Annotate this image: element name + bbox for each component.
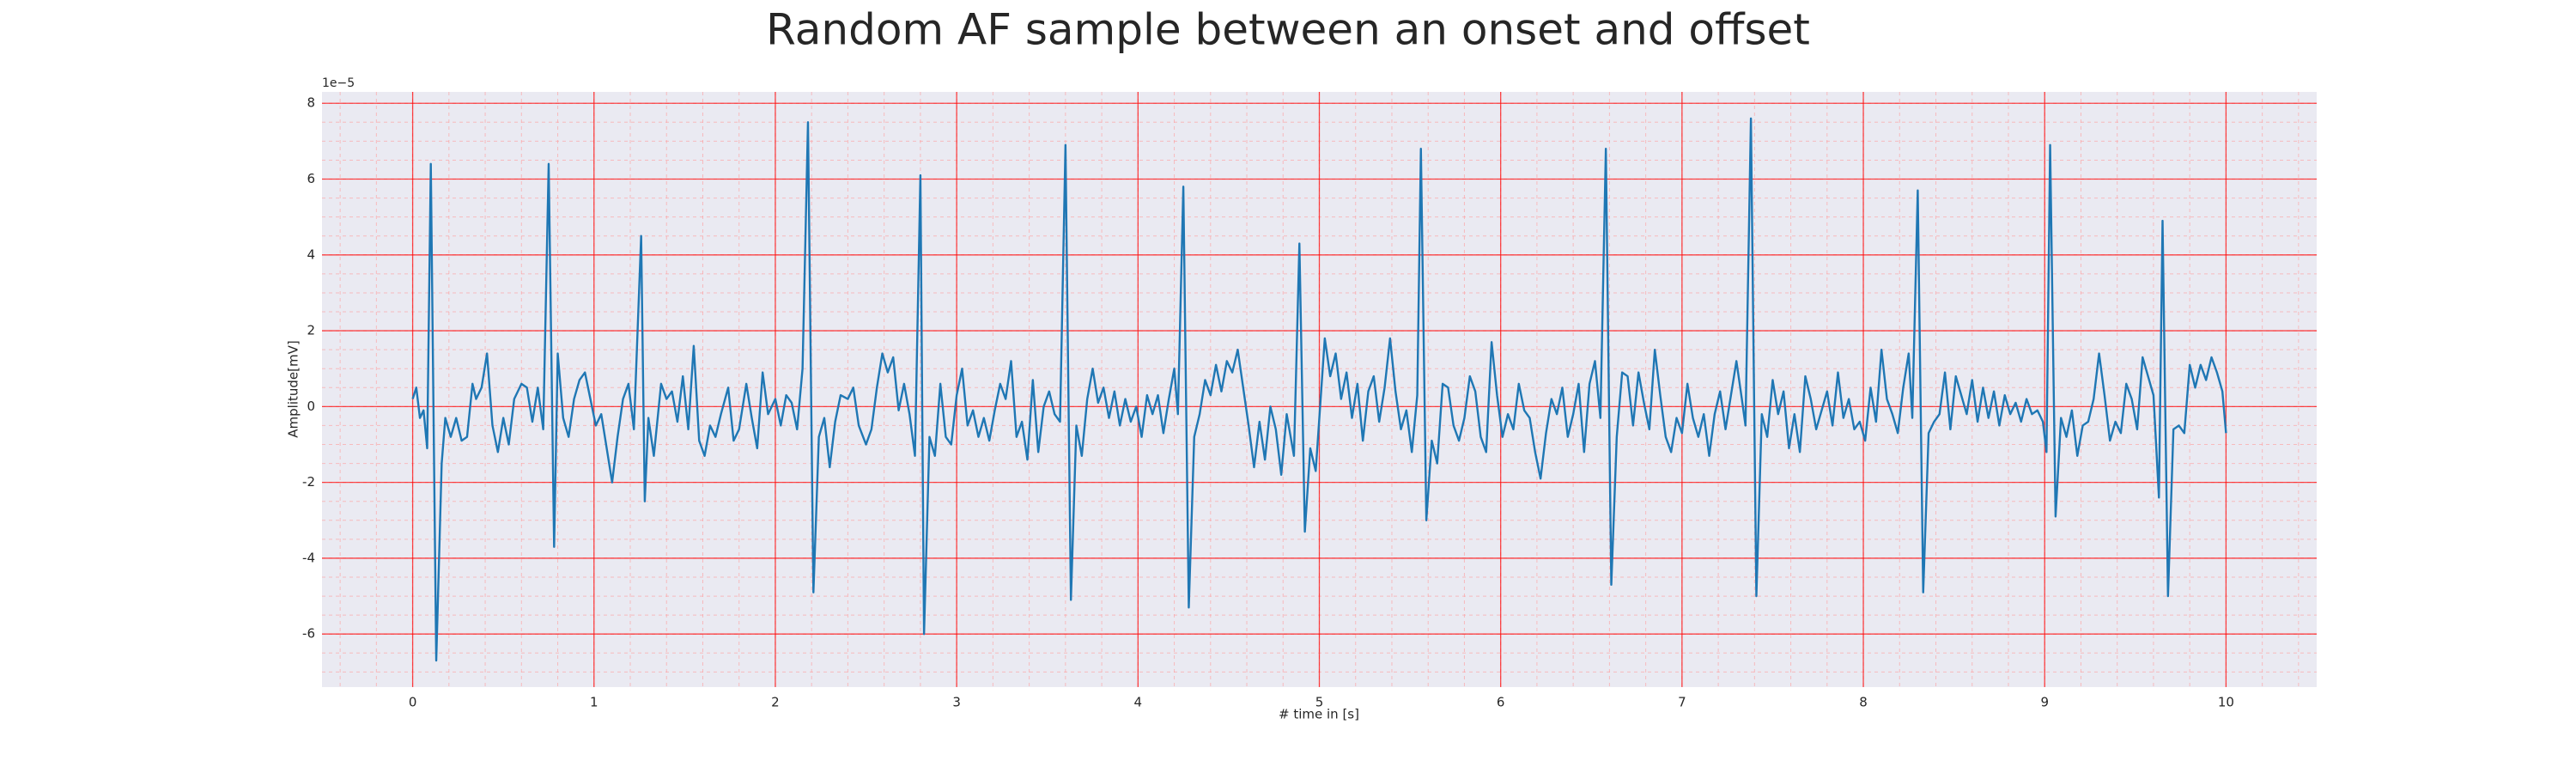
x-tick-label: 7 <box>1678 695 1686 710</box>
x-tick-label: 1 <box>590 695 598 710</box>
x-tick-label: 2 <box>771 695 780 710</box>
y-tick-label: 4 <box>307 247 315 262</box>
y-tick-label: -2 <box>302 474 315 490</box>
y-tick-label: -6 <box>302 626 315 642</box>
x-tick-label: 3 <box>952 695 961 710</box>
ecg-line <box>411 117 2227 662</box>
x-axis-label: # time in [s] <box>1279 707 1359 722</box>
x-tick-label: 0 <box>409 695 417 710</box>
y-offset-label: 1e−5 <box>322 76 355 90</box>
x-tick-label: 6 <box>1497 695 1505 710</box>
y-tick-label: 2 <box>307 323 315 338</box>
x-tick-label: 8 <box>1859 695 1868 710</box>
x-tick-label: 5 <box>1315 695 1324 710</box>
y-tick-label: 6 <box>307 171 315 186</box>
x-tick-label: 4 <box>1134 695 1143 710</box>
chart-title: Random AF sample between an onset and of… <box>766 5 1810 55</box>
x-tick-label: 10 <box>2218 695 2234 710</box>
y-tick-label: -4 <box>302 550 315 565</box>
y-tick-label: 0 <box>307 399 315 414</box>
x-tick-label: 9 <box>2040 695 2049 710</box>
y-axis-label: Amplitude[mV] <box>286 340 301 437</box>
y-tick-label: 8 <box>307 95 315 111</box>
